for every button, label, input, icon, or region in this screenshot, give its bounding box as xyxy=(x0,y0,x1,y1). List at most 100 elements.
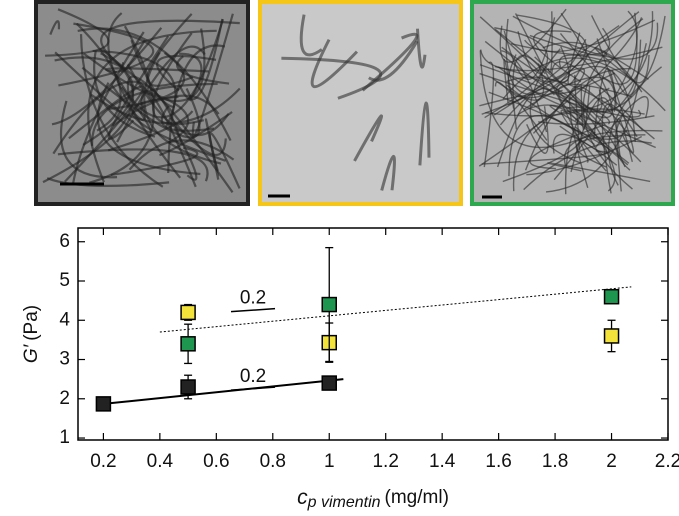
fiber xyxy=(107,12,182,179)
fiber xyxy=(503,17,556,80)
fiber xyxy=(513,108,645,192)
fiber xyxy=(542,41,643,93)
fiber xyxy=(502,57,666,112)
fiber xyxy=(505,18,569,96)
fiber xyxy=(479,72,641,118)
annotation: 0.2 xyxy=(240,288,266,309)
fiber xyxy=(156,54,217,92)
y-label-unit: (Pa) xyxy=(21,305,42,341)
marker xyxy=(321,296,337,313)
fiber xyxy=(512,15,659,60)
fiber xyxy=(493,67,586,134)
y-tick-label: 3 xyxy=(59,349,70,370)
fiber xyxy=(92,49,177,128)
fiber xyxy=(160,105,215,132)
fiber xyxy=(128,139,235,171)
fiber xyxy=(173,127,198,181)
fiber xyxy=(353,114,384,162)
fiber xyxy=(567,32,589,86)
fiber xyxy=(159,111,233,157)
fiber xyxy=(415,28,427,69)
x-tick-label: 0.8 xyxy=(260,451,286,472)
y-tick-label: 4 xyxy=(59,309,70,330)
y-label-symbol: G′ xyxy=(21,343,42,363)
fiber xyxy=(523,140,652,191)
fiber xyxy=(547,162,651,183)
fiber xyxy=(479,16,616,192)
fiber xyxy=(418,101,431,166)
fiber xyxy=(107,110,194,152)
annotation: 0.2 xyxy=(240,366,266,387)
fiber xyxy=(547,11,553,73)
x-tick-label: 1.6 xyxy=(485,451,511,472)
fiber xyxy=(607,66,663,186)
fiber xyxy=(130,39,175,109)
plot-frame xyxy=(77,227,669,441)
marker xyxy=(180,379,196,395)
fiber xyxy=(484,27,549,119)
y-tick-label: 2 xyxy=(59,388,70,409)
x-tick-label: 0.2 xyxy=(90,451,116,472)
fiber xyxy=(564,87,610,195)
fiber xyxy=(479,64,611,125)
fiber xyxy=(483,61,495,168)
fiber xyxy=(82,52,135,146)
fiber xyxy=(551,61,644,131)
fiber xyxy=(549,104,656,149)
x-tick-label: 1.4 xyxy=(429,451,456,472)
fiber xyxy=(152,32,205,126)
micrographs xyxy=(34,0,675,206)
x-tick-label: 1.2 xyxy=(372,451,398,472)
fiber xyxy=(46,177,170,187)
fiber xyxy=(143,51,222,165)
fiber xyxy=(499,8,567,63)
marker xyxy=(95,396,112,412)
annotation-rule xyxy=(230,386,276,391)
fiber xyxy=(191,13,234,138)
y-axis-label: G′(Pa) xyxy=(21,305,42,363)
fiber xyxy=(590,15,650,84)
fiber xyxy=(479,46,663,72)
fiber xyxy=(596,38,635,154)
x-label-symbol: c xyxy=(297,486,308,509)
fiber xyxy=(126,75,234,193)
fiber xyxy=(81,66,201,139)
x-tick-label: 1.8 xyxy=(542,451,568,472)
fiber xyxy=(77,27,232,142)
fit-line xyxy=(159,286,632,333)
fiber xyxy=(87,29,217,183)
fiber xyxy=(51,27,163,126)
marker xyxy=(180,304,196,321)
fiber xyxy=(281,56,383,100)
x-tick-label: 2.2 xyxy=(655,451,679,472)
fiber xyxy=(582,18,644,190)
fiber xyxy=(479,50,596,149)
fiber xyxy=(533,30,582,83)
fiber xyxy=(530,65,636,143)
marker xyxy=(180,336,196,352)
x-label-subscript: p vimentin xyxy=(307,494,381,511)
fiber xyxy=(208,132,241,189)
x-tick-label: 0.4 xyxy=(147,451,174,472)
fiber xyxy=(481,150,610,165)
y-tick-label: 6 xyxy=(59,231,70,252)
fiber xyxy=(524,19,656,53)
fiber xyxy=(614,114,631,171)
fiber xyxy=(503,58,515,109)
x-tick-label: 1 xyxy=(324,451,335,472)
micrograph-2 xyxy=(258,0,463,206)
fiber xyxy=(529,124,606,170)
x-tick-label: 0.6 xyxy=(203,451,229,472)
y-tick-label: 1 xyxy=(59,427,70,448)
marker xyxy=(603,288,620,305)
fiber xyxy=(501,49,548,133)
fiber xyxy=(111,84,146,121)
x-tick-label: 2 xyxy=(606,451,617,472)
fiber xyxy=(567,106,586,122)
fiber xyxy=(299,14,323,57)
fiber xyxy=(178,18,224,101)
fiber xyxy=(559,12,638,85)
fiber xyxy=(494,81,548,141)
fiber xyxy=(529,48,581,164)
